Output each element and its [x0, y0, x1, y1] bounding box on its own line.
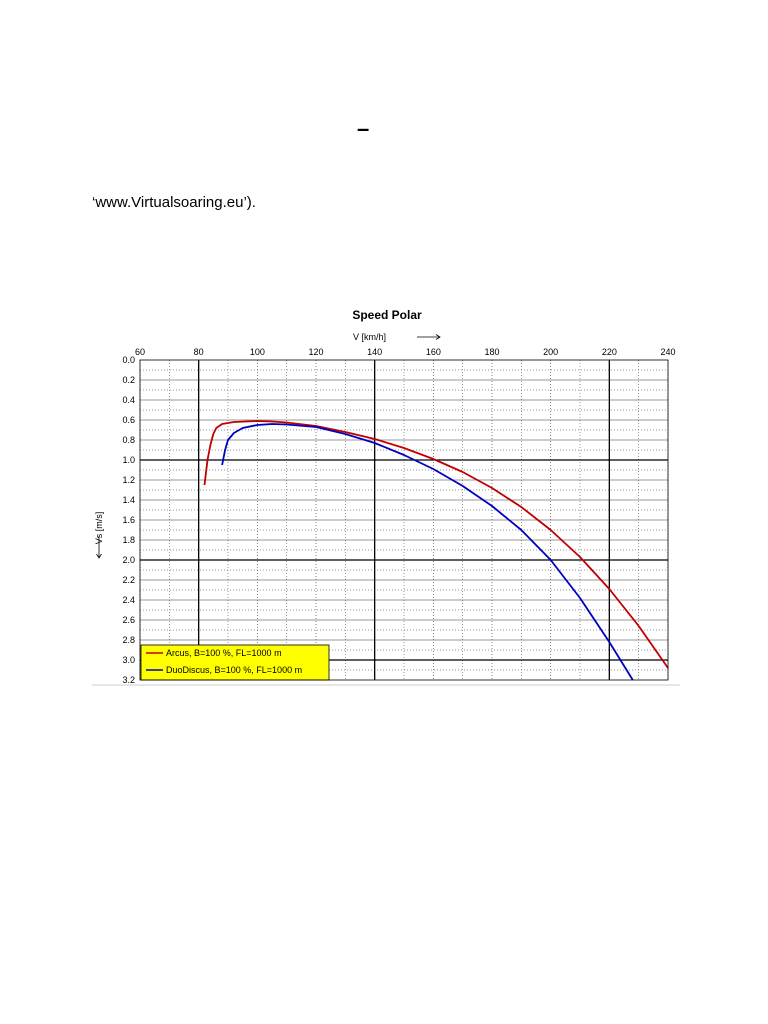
legend-entry-duodiscus: DuoDiscus, B=100 %, FL=1000 m	[166, 665, 302, 675]
y-axis-arrow	[96, 536, 102, 559]
y-tick-label: 3.2	[122, 675, 135, 685]
y-tick-label: 2.0	[122, 555, 135, 565]
series-line-1	[221, 423, 634, 681]
dash-mark: –	[357, 116, 370, 141]
x-tick-label: 220	[602, 347, 617, 357]
series-lines	[203, 420, 669, 681]
y-tick-label: 1.6	[122, 515, 135, 525]
y-tick-label: 2.6	[122, 615, 135, 625]
x-tick-label: 180	[484, 347, 499, 357]
y-tick-label: 0.2	[122, 375, 135, 385]
y-tick-label: 1.8	[122, 535, 135, 545]
plot-frame	[139, 359, 669, 681]
x-tick-label: 140	[367, 347, 382, 357]
y-tick-label: 0.8	[122, 435, 135, 445]
x-tick-label: 120	[308, 347, 323, 357]
tick-labels: 60 80 100 120 140 160 180 200 220 240 0.0 0.2 0.4 0.6…	[122, 347, 675, 685]
y-tick-label: 0.0	[122, 355, 135, 365]
legend-box	[140, 644, 330, 681]
source-text: ‘www.Virtualsoaring.eu’).	[92, 194, 256, 211]
y-axis-label: Vs [m/s]	[94, 512, 104, 545]
chart-title: Speed Polar	[352, 308, 422, 322]
y-tick-label: 0.4	[122, 395, 135, 405]
x-tick-label: 200	[543, 347, 558, 357]
legend-entry-arcus: Arcus, B=100 %, FL=1000 m	[166, 648, 282, 658]
series-line-0	[203, 420, 669, 669]
legend: Arcus, B=100 %, FL=1000 m DuoDiscus, B=1…	[140, 644, 330, 681]
x-tick-label: 100	[250, 347, 265, 357]
y-tick-label: 1.4	[122, 495, 135, 505]
y-tick-label: 2.8	[122, 635, 135, 645]
y-tick-label: 2.4	[122, 595, 135, 605]
x-tick-label: 160	[426, 347, 441, 357]
x-axis-label: V [km/h]	[353, 332, 386, 342]
x-tick-label: 240	[660, 347, 675, 357]
x-tick-label: 60	[135, 347, 145, 357]
y-tick-label: 3.0	[122, 655, 135, 665]
y-tick-label: 1.0	[122, 455, 135, 465]
y-tick-label: 0.6	[122, 415, 135, 425]
y-tick-label: 1.2	[122, 475, 135, 485]
x-tick-label: 80	[194, 347, 204, 357]
x-axis-arrow	[417, 334, 441, 340]
y-tick-label: 2.2	[122, 575, 135, 585]
